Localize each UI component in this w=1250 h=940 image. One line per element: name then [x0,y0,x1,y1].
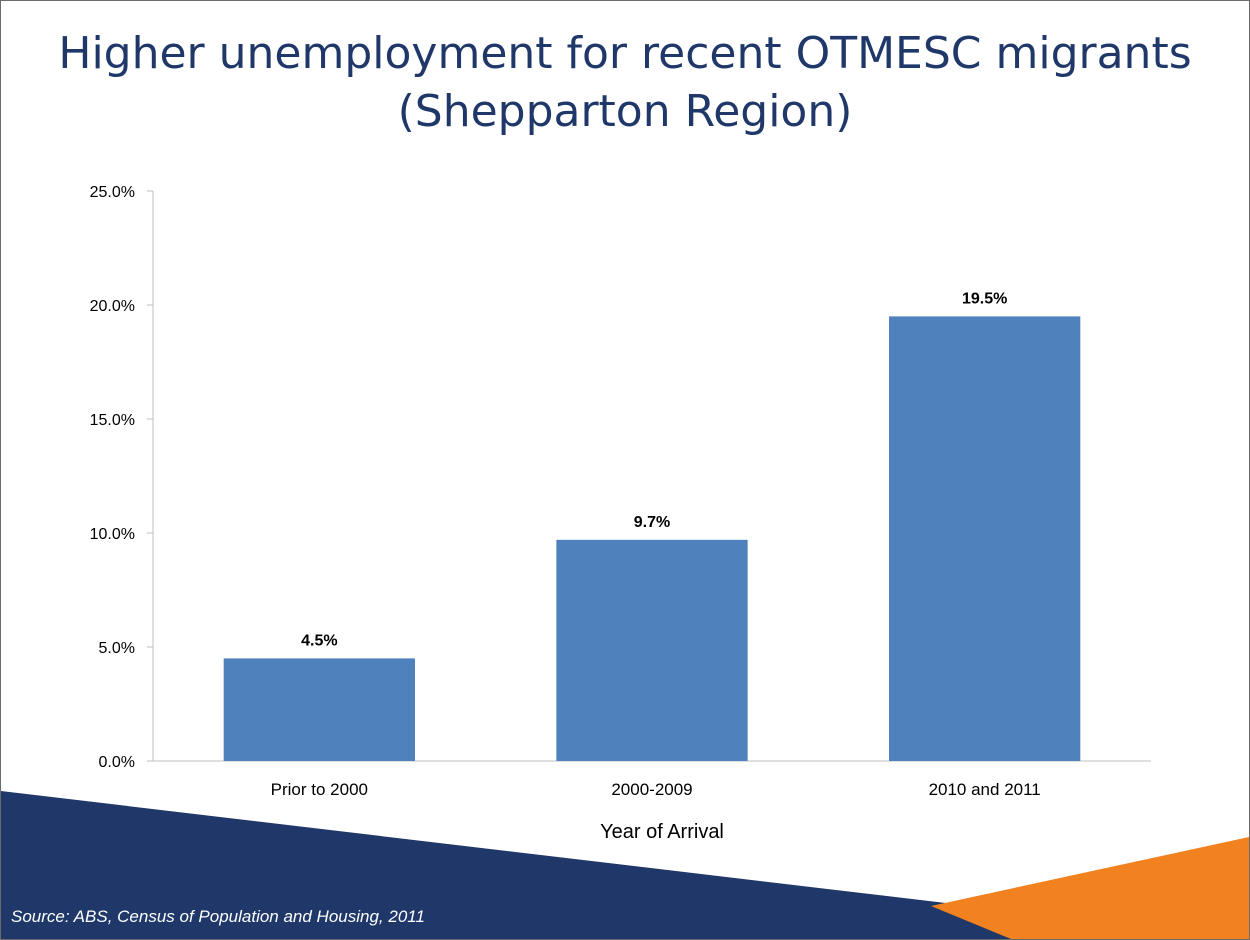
bar [223,658,415,761]
y-tick-label: 5.0% [99,640,135,657]
footer-orange-wedge [931,837,1249,939]
x-tick-label: 2010 and 2011 [929,780,1041,799]
title-line-1: Higher unemployment for recent OTMESC mi… [58,28,1192,79]
source-note: Source: ABS, Census of Population and Ho… [11,907,425,926]
page-title: Higher unemployment for recent OTMESC mi… [1,25,1249,141]
y-tick-label: 0.0% [99,754,135,771]
x-tick-label: Prior to 2000 [271,780,368,799]
bar [556,539,748,761]
title-line-2: (Shepparton Region) [397,86,853,137]
y-tick-label: 10.0% [90,526,135,543]
data-label: 19.5% [962,290,1007,307]
footer-navy-band [1,791,1249,939]
y-tick-label: 25.0% [90,184,135,201]
x-tick-label: 2000-2009 [611,780,692,799]
bar [889,316,1081,761]
y-tick-label: 20.0% [90,298,135,315]
data-label: 9.7% [634,514,670,531]
y-tick-label: 15.0% [90,412,135,429]
x-axis-title: Year of Arrival [600,821,724,843]
data-label: 4.5% [301,632,337,649]
